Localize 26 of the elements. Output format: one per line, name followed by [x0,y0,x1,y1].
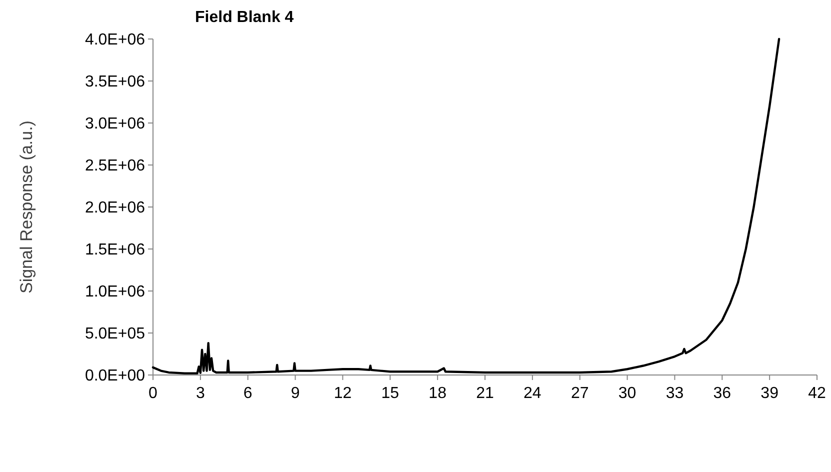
y-tick-label: 1.0E+06 [84,284,146,301]
x-tick-label: 30 [618,385,636,402]
y-tick-label: 2.0E+06 [84,200,146,217]
chart-title: Field Blank 4 [195,9,294,26]
y-tick-label: 1.5E+06 [84,242,146,259]
x-tick-label: 24 [524,385,542,402]
x-tick-label: 36 [713,385,732,402]
x-tick-label: 21 [476,385,494,402]
x-tick-label: 18 [428,385,447,402]
x-tick-label: 3 [196,385,205,402]
y-tick-label: 0.0E+00 [84,368,146,385]
x-tick-label: 42 [808,385,826,402]
y-tick-label: 3.5E+06 [84,74,146,91]
x-tick-label: 27 [570,385,589,402]
x-tick-label: 6 [243,385,252,402]
y-tick-label: 3.0E+06 [84,116,146,133]
x-tick-label: 15 [381,385,400,402]
x-tick-label: 12 [334,385,352,402]
y-axis-title: Signal Response (a.u.) [17,120,36,294]
y-tick-label: 4.0E+06 [84,32,146,49]
y-tick-label: 2.5E+06 [84,158,146,175]
x-tick-label: 33 [666,385,684,402]
x-tick-label: 9 [290,385,300,402]
x-tick-label: 0 [148,385,158,402]
y-tick-label: 5.0E+05 [84,326,146,343]
x-tick-label: 39 [760,385,779,402]
